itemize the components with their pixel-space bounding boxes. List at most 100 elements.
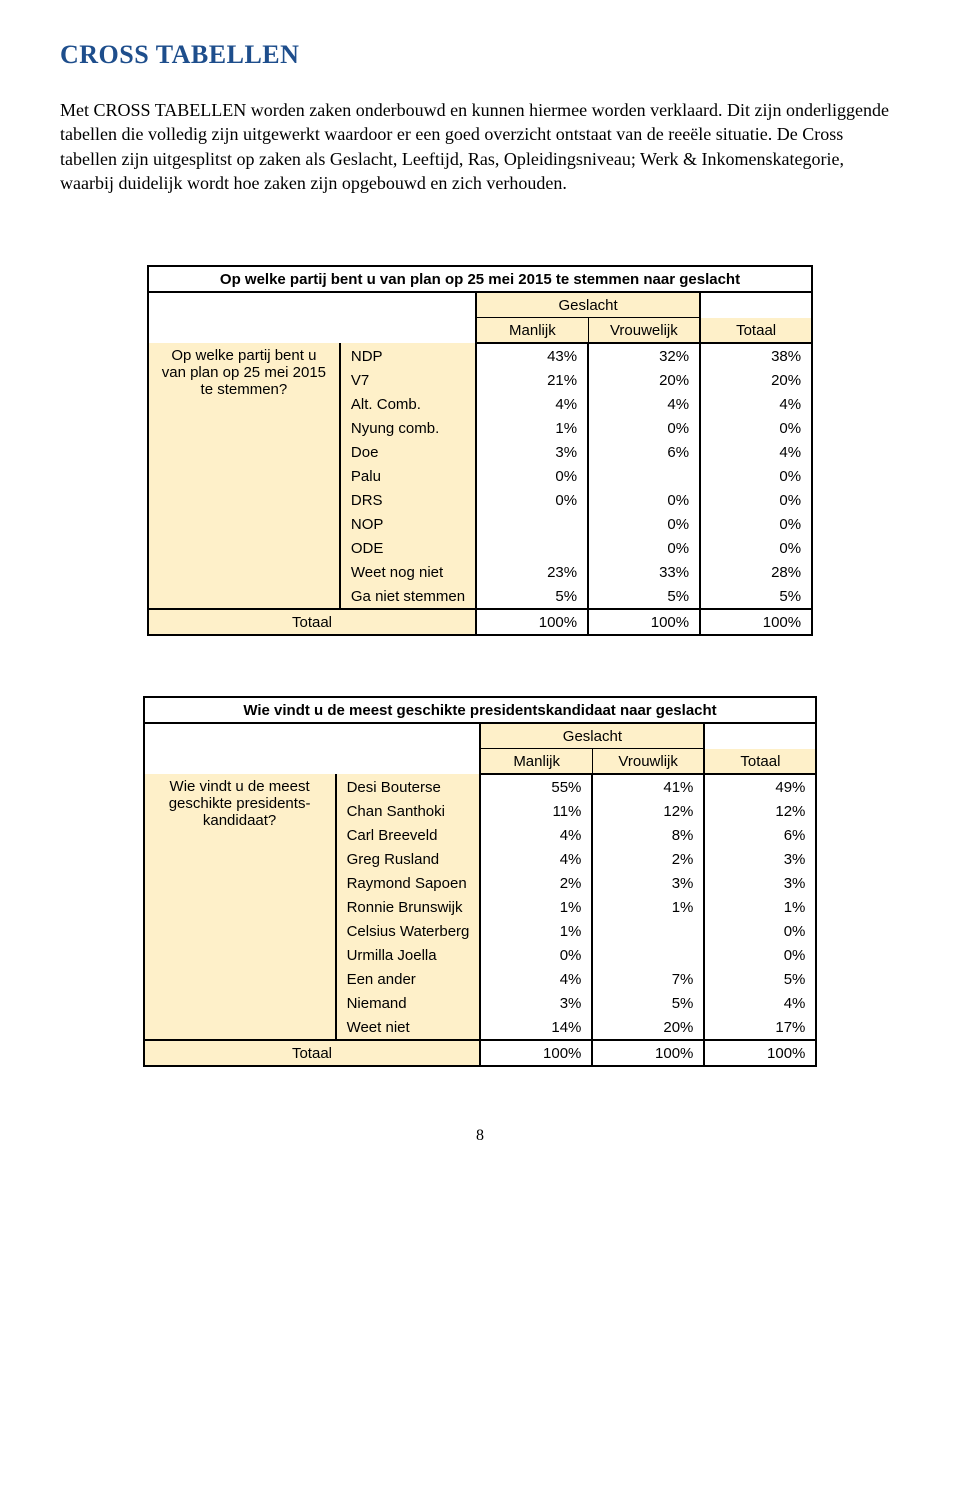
table-cell: 0% [476, 464, 588, 488]
table-cell [476, 536, 588, 560]
table-cell: 38% [700, 343, 812, 368]
table-cell: 5% [592, 991, 704, 1015]
table-row-label: Urmilla Joella [336, 943, 481, 967]
table-cell [588, 464, 700, 488]
table-cell: 5% [704, 967, 816, 991]
table-cell: 5% [476, 584, 588, 609]
table-cell: 20% [700, 368, 812, 392]
table-cell: 4% [480, 967, 592, 991]
table-cell: 0% [480, 943, 592, 967]
table2-stub: Wie vindt u de meest geschikte president… [144, 774, 336, 1040]
table-row-label: Weet niet [336, 1015, 481, 1040]
table-cell: 5% [588, 584, 700, 609]
table-row-label: DRS [340, 488, 476, 512]
table-cell: 0% [700, 512, 812, 536]
table-cell: 12% [592, 799, 704, 823]
table-cell: 0% [700, 416, 812, 440]
page-number: 8 [60, 1127, 900, 1145]
table1-col-manlijk: Manlijk [476, 318, 588, 344]
table-cell: 0% [588, 488, 700, 512]
table-cell: 55% [480, 774, 592, 799]
table-cell: 4% [588, 392, 700, 416]
table-cell: 1% [476, 416, 588, 440]
table-cell: 100% [592, 1040, 704, 1066]
table1-col-vrouwelijk: Vrouwelijk [588, 318, 700, 344]
table-row-label: Desi Bouterse [336, 774, 481, 799]
table-cell: 23% [476, 560, 588, 584]
table-cell: 7% [592, 967, 704, 991]
table-row-label: Celsius Waterberg [336, 919, 481, 943]
table1-blank-right [700, 292, 812, 318]
table-cell: 1% [480, 919, 592, 943]
table-cell: 4% [700, 392, 812, 416]
table-row-label: Greg Rusland [336, 847, 481, 871]
table-cell: 1% [592, 895, 704, 919]
table-cell: 3% [704, 871, 816, 895]
table-cell: 4% [704, 991, 816, 1015]
table1-total-label: Totaal [148, 609, 476, 635]
table1-blank-corner [148, 292, 476, 343]
table-row-label: ODE [340, 536, 476, 560]
table-cell: 3% [476, 440, 588, 464]
table-cell: 4% [476, 392, 588, 416]
table-cell: 0% [588, 512, 700, 536]
table-cell: 4% [480, 847, 592, 871]
table-cell: 0% [704, 919, 816, 943]
table-cell: 28% [700, 560, 812, 584]
table2-group-header: Geslacht [480, 723, 704, 749]
table-row-label: Weet nog niet [340, 560, 476, 584]
table-cell: 1% [480, 895, 592, 919]
table-row-label: V7 [340, 368, 476, 392]
table-cell: 20% [588, 368, 700, 392]
table-cell: 3% [480, 991, 592, 1015]
table-cell [592, 943, 704, 967]
table2-col-vrouwlijk: Vrouwlijk [592, 749, 704, 775]
table-cell: 14% [480, 1015, 592, 1040]
table-cell: 41% [592, 774, 704, 799]
table-row-label: Carl Breeveld [336, 823, 481, 847]
table2-blank-corner [144, 723, 481, 774]
table-row-label: Niemand [336, 991, 481, 1015]
table-cell: 0% [700, 464, 812, 488]
table-cell: 12% [704, 799, 816, 823]
table-cell: 49% [704, 774, 816, 799]
table1-col-totaal: Totaal [700, 318, 812, 344]
cross-table-1: Op welke partij bent u van plan op 25 me… [147, 265, 813, 636]
table-cell: 2% [480, 871, 592, 895]
table-cell: 33% [588, 560, 700, 584]
intro-paragraph: Met CROSS TABELLEN worden zaken onderbou… [60, 98, 900, 195]
table2-col-manlijk: Manlijk [480, 749, 592, 775]
table-cell: 0% [700, 488, 812, 512]
table-cell: 20% [592, 1015, 704, 1040]
table-cell: 0% [476, 488, 588, 512]
table-row-label: Chan Santhoki [336, 799, 481, 823]
table-cell: 100% [704, 1040, 816, 1066]
table2-blank-right [704, 723, 816, 749]
table-row-label: Een ander [336, 967, 481, 991]
table-cell: 100% [476, 609, 588, 635]
table-row-label: Palu [340, 464, 476, 488]
table-cell: 100% [700, 609, 812, 635]
table-cell: 0% [704, 943, 816, 967]
table-cell: 1% [704, 895, 816, 919]
table-row-label: Doe [340, 440, 476, 464]
table-cell: 0% [588, 536, 700, 560]
table-row-label: Nyung comb. [340, 416, 476, 440]
table2-caption: Wie vindt u de meest geschikte president… [144, 697, 817, 723]
table1-caption: Op welke partij bent u van plan op 25 me… [148, 266, 812, 292]
table1-group-header: Geslacht [476, 292, 700, 318]
table-cell: 100% [588, 609, 700, 635]
table-cell: 17% [704, 1015, 816, 1040]
table2-col-totaal: Totaal [704, 749, 816, 775]
cross-table-2: Wie vindt u de meest geschikte president… [143, 696, 818, 1067]
table-cell: 3% [704, 847, 816, 871]
table-row-label: Ga niet stemmen [340, 584, 476, 609]
table-row-label: NOP [340, 512, 476, 536]
table-cell [592, 919, 704, 943]
table-cell: 4% [700, 440, 812, 464]
table-cell: 6% [704, 823, 816, 847]
table-cell [476, 512, 588, 536]
table-cell: 2% [592, 847, 704, 871]
table-cell: 32% [588, 343, 700, 368]
table-cell: 0% [700, 536, 812, 560]
